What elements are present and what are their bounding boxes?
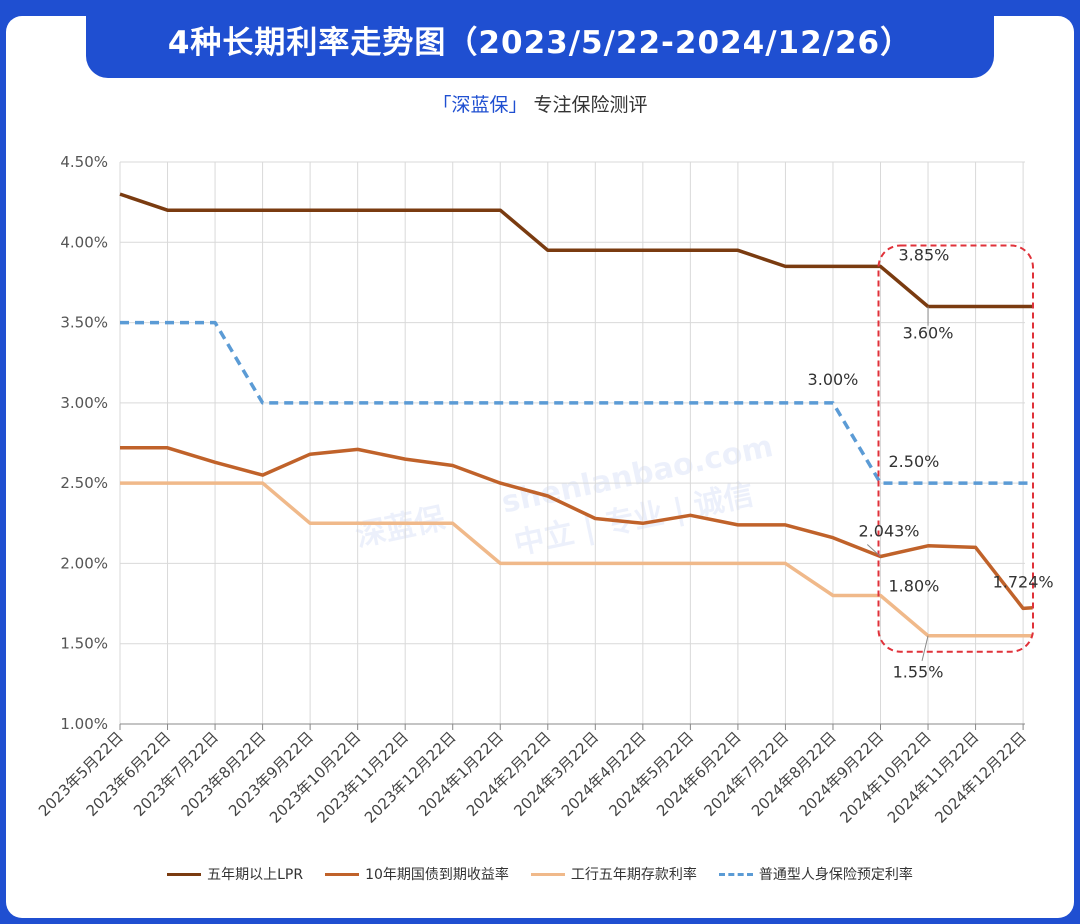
x-axis: 2023年5月22日2023年6月22日2023年7月22日2023年8月22日… bbox=[35, 723, 1030, 827]
annotations: 3.85% 3.60% 3.00% 2.50% 2.043% 1.80% 1.724% 1.5… bbox=[808, 245, 1054, 681]
legend-swatch bbox=[167, 872, 202, 876]
subtitle-brand: 「深蓝保」 bbox=[432, 94, 528, 116]
data-label: 2.043% bbox=[859, 522, 920, 541]
y-tick-label: 1.50% bbox=[60, 635, 108, 653]
x-tick-label: 2023年6月22日 bbox=[83, 728, 175, 820]
data-label: 3.00% bbox=[808, 370, 859, 389]
x-tick-label: 2023年8月22日 bbox=[178, 728, 270, 820]
data-label: 1.724% bbox=[993, 573, 1054, 592]
y-tick-label: 3.50% bbox=[60, 314, 108, 332]
data-label: 1.55% bbox=[893, 663, 944, 682]
subtitle-text: 专注保险测评 bbox=[533, 94, 648, 116]
y-tick-label: 4.00% bbox=[60, 233, 108, 251]
chart-card bbox=[6, 16, 1074, 918]
x-tick-label: 2024年4月22日 bbox=[558, 728, 650, 820]
y-tick-label: 2.50% bbox=[60, 474, 108, 492]
highlight-box bbox=[877, 244, 1035, 653]
series-line-3 bbox=[120, 481, 1033, 638]
chart-title: 4种长期利率走势图（2023/5/22-2024/12/26） bbox=[167, 24, 913, 61]
legend-swatch bbox=[530, 872, 565, 876]
watermark-brand: 深蓝保 bbox=[353, 501, 449, 554]
subtitle: 「深蓝保」 专注保险测评 bbox=[0, 90, 1080, 117]
data-label: 1.80% bbox=[889, 577, 940, 596]
y-tick-label: 1.00% bbox=[60, 715, 108, 733]
legend-swatch bbox=[325, 872, 360, 876]
x-tick-label: 2023年7月22日 bbox=[130, 728, 222, 820]
data-label: 3.60% bbox=[903, 324, 954, 343]
x-tick-label: 2024年6月22日 bbox=[653, 728, 745, 820]
title-banner: 4种长期利率走势图（2023/5/22-2024/12/26） bbox=[86, 0, 994, 78]
series-line-2 bbox=[120, 446, 1033, 611]
watermark: shenlanbao.com 中立 | 专业 | 诚信 深蓝保 bbox=[353, 429, 776, 562]
y-tick-label: 2.00% bbox=[60, 554, 108, 572]
x-tick-label: 2024年5月22日 bbox=[605, 728, 697, 820]
x-tick-label: 2024年9月22日 bbox=[796, 728, 888, 820]
data-label: 3.85% bbox=[899, 245, 950, 264]
legend-label: 10年期国债到期收益率 bbox=[365, 867, 509, 883]
data-label: 2.50% bbox=[889, 452, 940, 471]
highlight-rect bbox=[877, 244, 1035, 653]
x-tick-label: 2023年5月22日 bbox=[35, 728, 127, 820]
x-tick-label: 2024年3月22日 bbox=[510, 728, 602, 820]
y-tick-label: 3.00% bbox=[60, 394, 108, 412]
legend-item-4: 普通型人身保险预定利率 bbox=[718, 864, 913, 884]
legend: 五年期以上LPR 10年期国债到期收益率 工行五年期存款利率 普通型人身保险预定利率 bbox=[0, 864, 1080, 884]
x-tick-label: 2024年8月22日 bbox=[748, 728, 840, 820]
x-tick-label: 2024年1月22日 bbox=[415, 728, 507, 820]
y-tick-label: 4.50% bbox=[60, 153, 108, 171]
x-tick-label: 2024年12月22日 bbox=[931, 728, 1030, 827]
legend-label: 工行五年期存款利率 bbox=[570, 867, 697, 883]
annotation-leader bbox=[866, 544, 881, 557]
legend-label: 普通型人身保险预定利率 bbox=[758, 867, 913, 883]
x-tick-label: 2024年7月22日 bbox=[700, 728, 792, 820]
annotation-leader bbox=[921, 635, 929, 662]
legend-item-1: 五年期以上LPR bbox=[167, 864, 303, 884]
grid bbox=[119, 161, 1025, 725]
series-lines bbox=[119, 192, 1033, 638]
x-tick-label: 2024年2月22日 bbox=[463, 728, 555, 820]
legend-swatch bbox=[718, 872, 753, 876]
legend-label: 五年期以上LPR bbox=[207, 867, 304, 883]
series-line-1 bbox=[119, 192, 1033, 309]
legend-item-3: 工行五年期存款利率 bbox=[530, 864, 697, 884]
y-axis: 1.00% 1.50% 2.00% 2.50% 3.00% 3.50% 4.00% 4.50% bbox=[60, 153, 108, 733]
legend-item-2: 10年期国债到期收益率 bbox=[325, 864, 509, 884]
x-tick-label: 2023年9月22日 bbox=[225, 728, 317, 820]
